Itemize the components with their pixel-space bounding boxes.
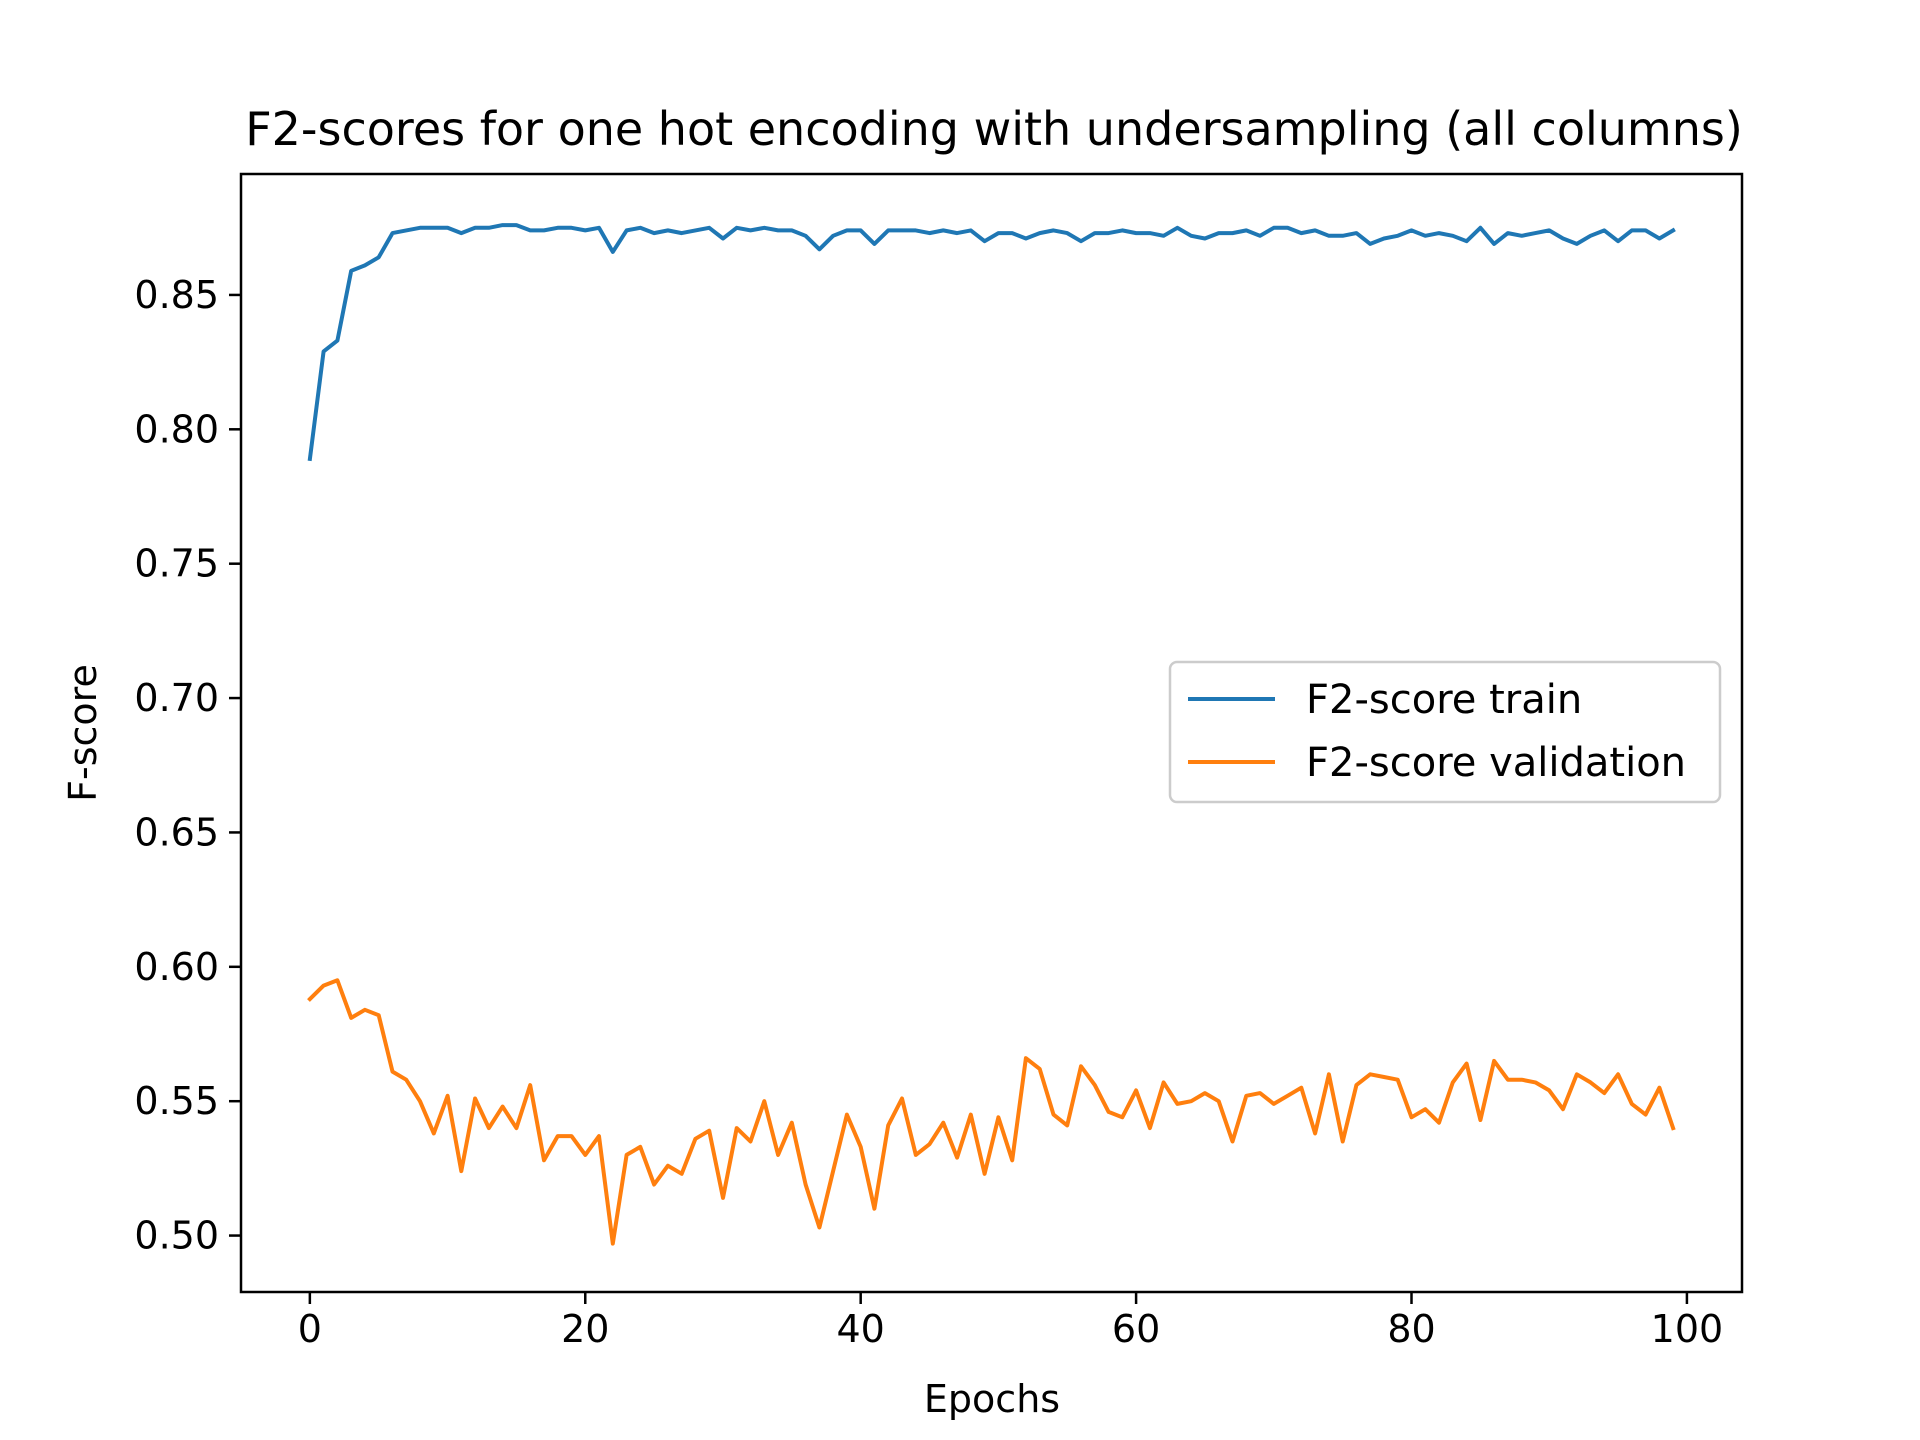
y-tick-label: 0.70 [134, 676, 219, 720]
x-tick-label: 40 [836, 1307, 884, 1351]
y-tick-label: 0.65 [134, 810, 219, 854]
y-axis-label: F-score [61, 664, 105, 802]
series-line-train [307, 223, 1676, 462]
legend: F2-score train F2-score validation [1168, 660, 1722, 804]
x-tick-label: 80 [1387, 1307, 1435, 1351]
series-layer [307, 223, 1676, 1246]
x-tick-label: 20 [561, 1307, 609, 1351]
chart-title: F2-scores for one hot encoding with unde… [245, 102, 1743, 156]
x-axis-ticks: 0 20 40 60 80 100 [298, 1292, 1723, 1351]
series-line-validation [307, 978, 1676, 1246]
x-axis-label: Epochs [924, 1377, 1060, 1421]
y-tick-label: 0.60 [134, 945, 219, 989]
y-tick-label: 0.55 [134, 1079, 219, 1123]
y-tick-label: 0.80 [134, 407, 219, 451]
legend-label-train: F2-score train [1306, 677, 1582, 723]
y-tick-label: 0.75 [134, 542, 219, 586]
y-axis-ticks: 0.50 0.55 0.60 0.65 0.70 0.75 0.80 0.85 [134, 273, 241, 1258]
legend-frame [1168, 660, 1722, 804]
legend-label-validation: F2-score validation [1306, 740, 1686, 786]
plot-area-frame [239, 172, 1744, 1294]
y-tick-label: 0.50 [134, 1214, 219, 1258]
x-tick-label: 0 [298, 1307, 322, 1351]
y-tick-label: 0.85 [134, 273, 219, 317]
x-tick-label: 60 [1112, 1307, 1160, 1351]
x-tick-label: 100 [1651, 1307, 1724, 1351]
